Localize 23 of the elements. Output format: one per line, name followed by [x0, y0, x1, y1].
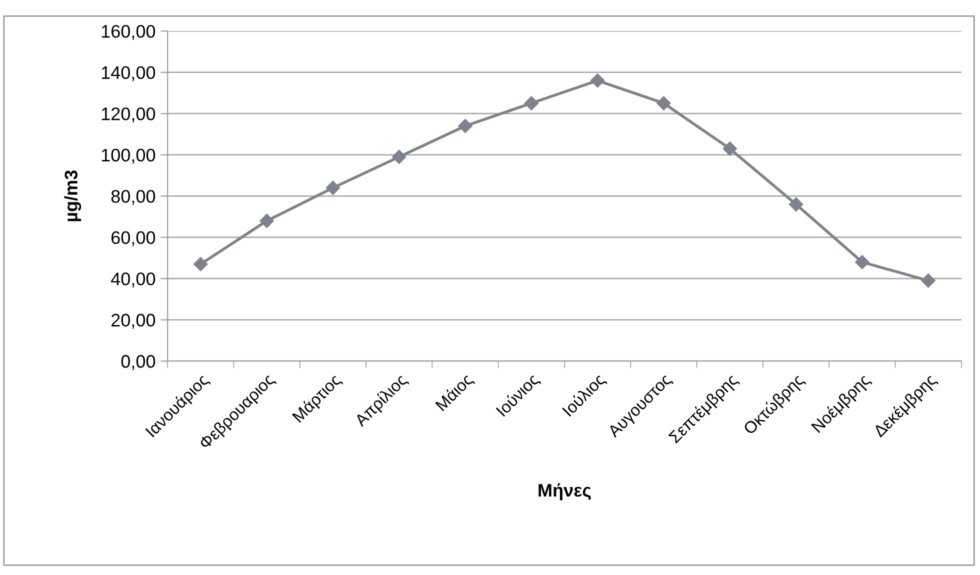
point — [260, 214, 274, 228]
y-tick-label: 40,00 — [111, 272, 156, 288]
point — [524, 96, 538, 110]
y-tick-label: 80,00 — [111, 190, 156, 205]
y-tick-label: 140,00 — [102, 66, 156, 82]
point — [392, 150, 406, 164]
y-tick-label: 20,00 — [112, 314, 156, 329]
point — [656, 96, 671, 110]
point — [194, 257, 208, 272]
point — [458, 118, 472, 134]
y-tick-label: 100,00 — [102, 148, 156, 164]
point — [326, 180, 340, 195]
y-tick-label: 160,00 — [102, 24, 156, 40]
x-axis-title: Μήνες — [538, 483, 591, 500]
y-axis-title: µg/m3 — [64, 170, 82, 222]
point — [921, 274, 936, 288]
point — [855, 255, 870, 270]
y-tick-label: 120,00 — [102, 107, 156, 122]
y-tick-label: 0,00 — [121, 355, 156, 370]
y-tick-label: 60,00 — [112, 231, 156, 246]
point — [788, 197, 804, 212]
point — [590, 73, 605, 88]
point — [722, 142, 737, 156]
